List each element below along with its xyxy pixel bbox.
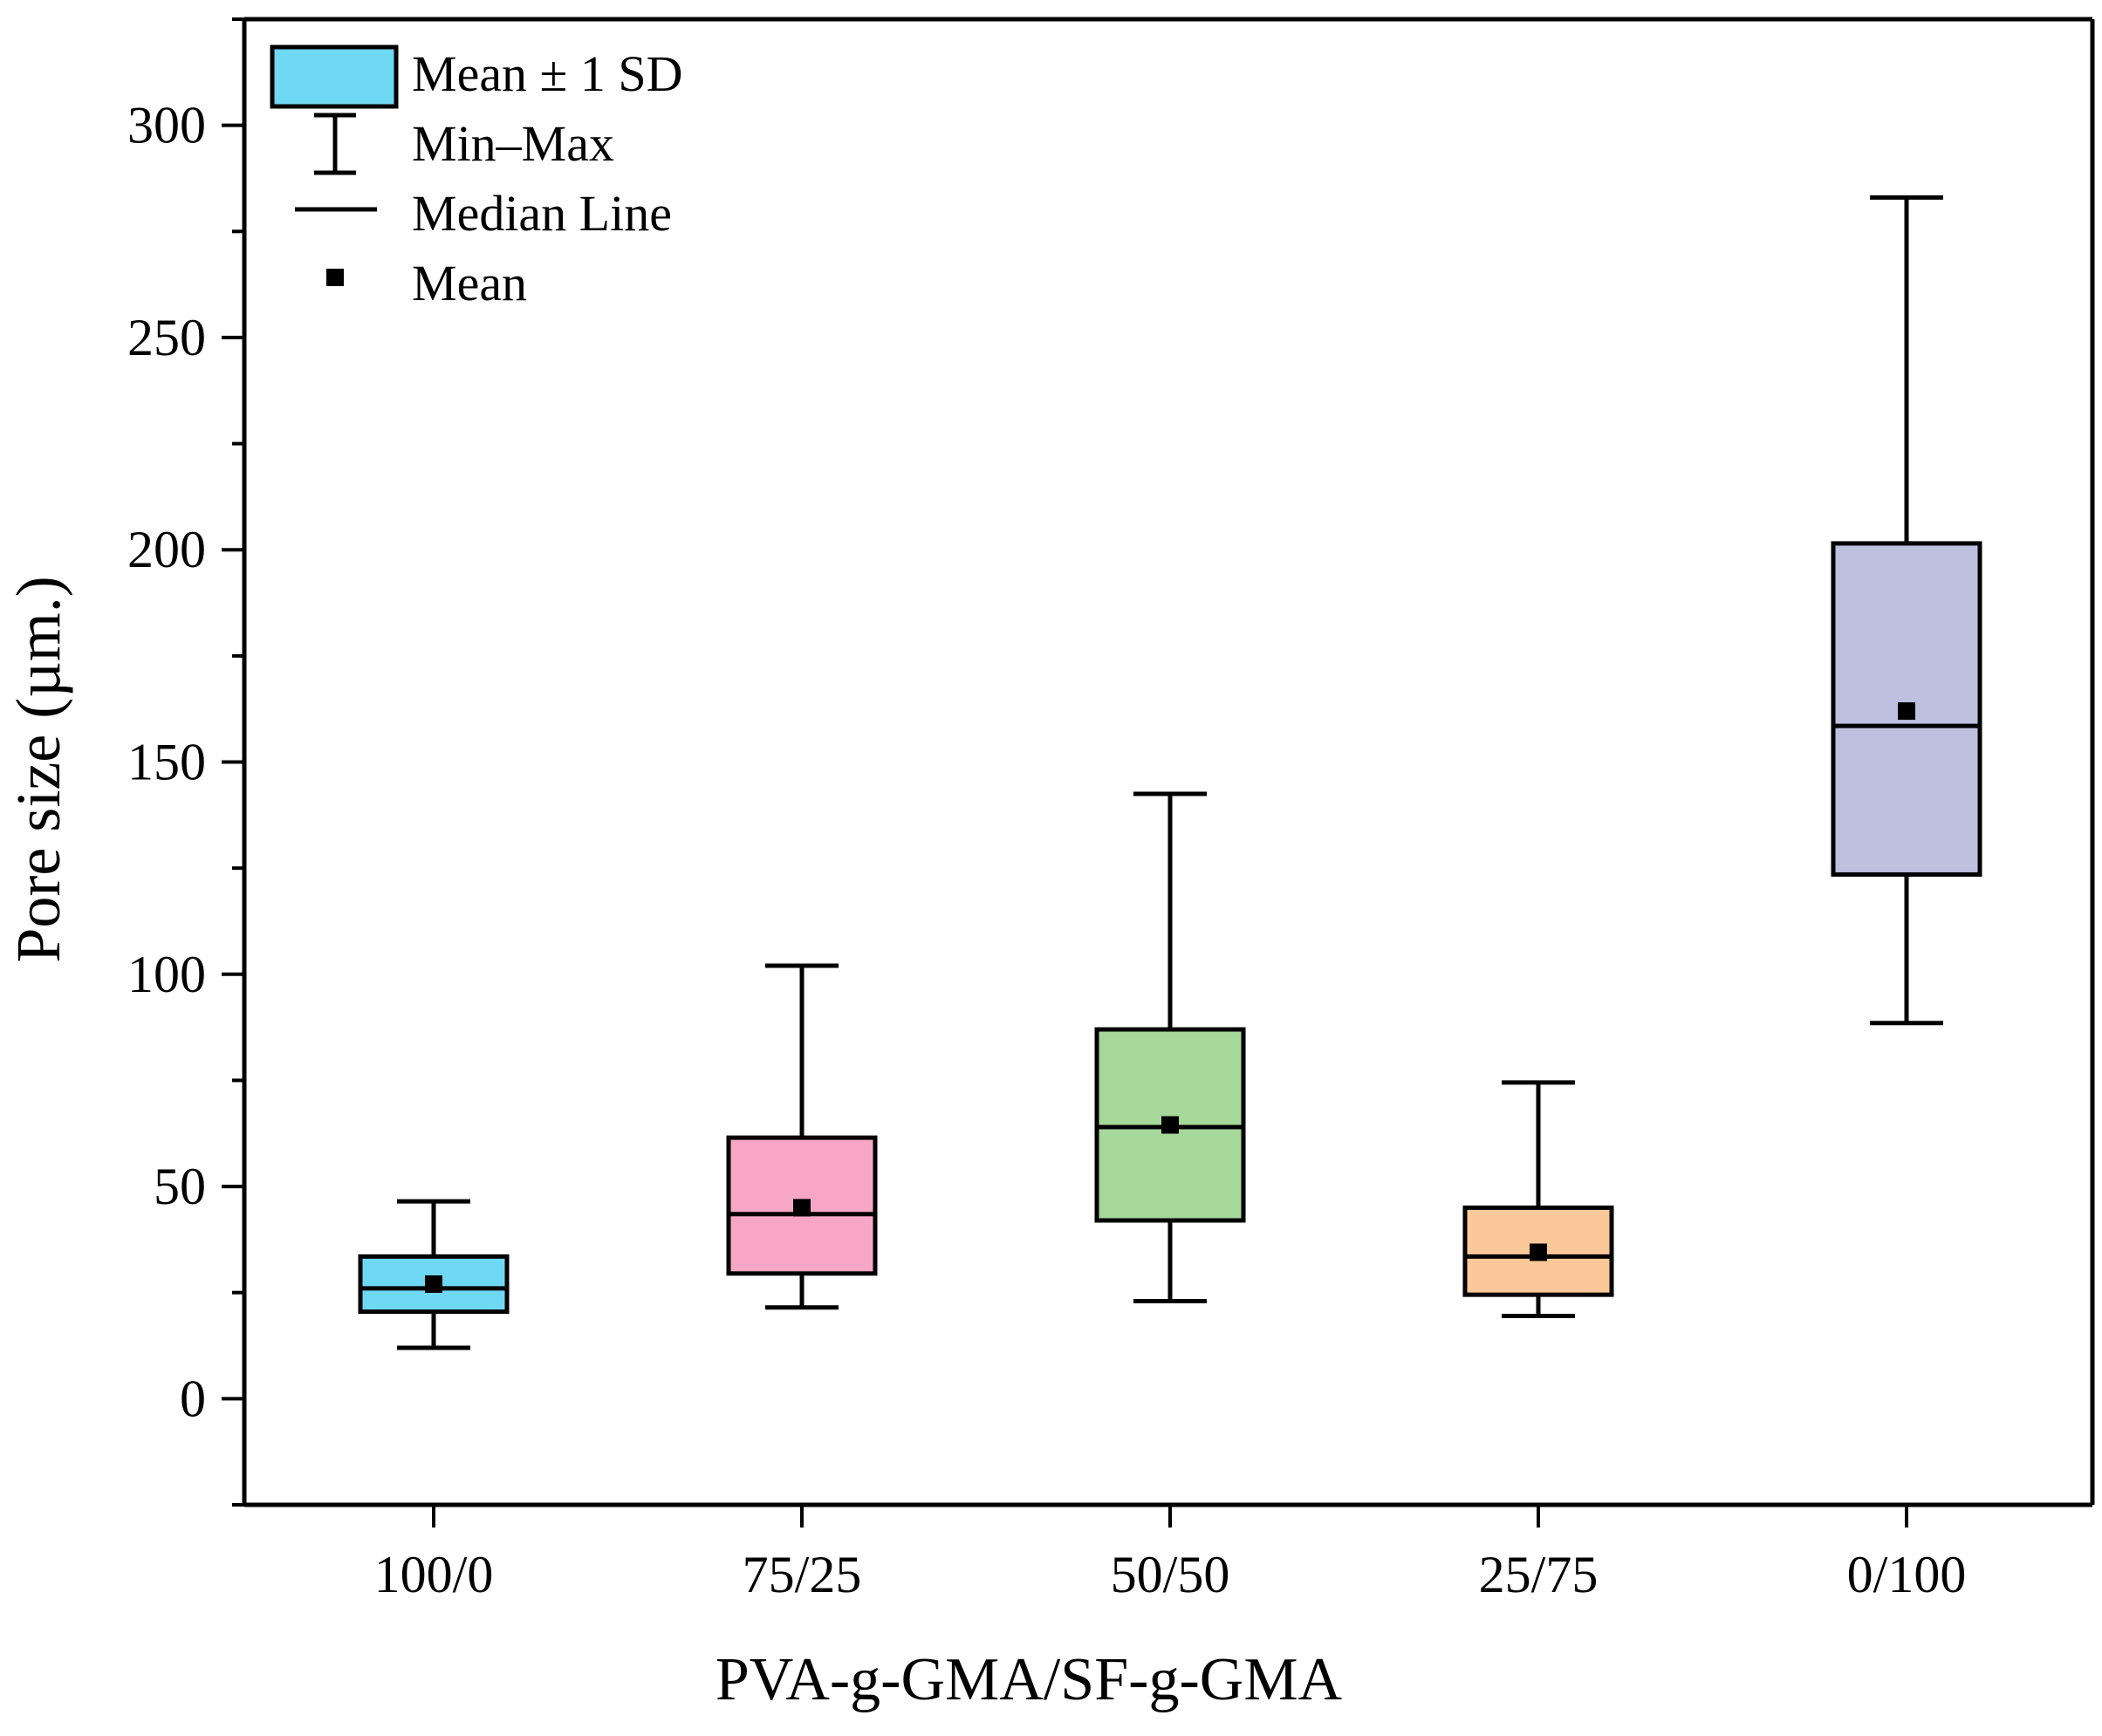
mean-marker	[1898, 702, 1915, 721]
legend-mean-swatch	[326, 269, 344, 286]
box-100-0	[358, 1199, 510, 1350]
y-tick-label: 0	[180, 1370, 206, 1427]
box-25-75	[1462, 1080, 1614, 1318]
legend-label: Mean	[412, 255, 527, 311]
legend-label: Mean ± 1 SD	[412, 45, 683, 102]
mean-marker	[1161, 1116, 1179, 1134]
x-tick-label: 0/100	[1847, 1546, 1967, 1603]
legend-item-line: Median Line	[295, 185, 672, 242]
legend-item-whisker: Min–Max	[314, 113, 614, 175]
legend-label: Min–Max	[412, 115, 614, 172]
mean-marker	[793, 1199, 811, 1217]
x-tick-label: 100/0	[374, 1546, 494, 1603]
y-tick-label: 100	[127, 946, 206, 1003]
box-50-50	[1094, 791, 1246, 1303]
mean-marker	[425, 1275, 442, 1293]
y-tick-label: 150	[127, 734, 206, 791]
x-axis-label: PVA-g-GMA/SF-g-GMA	[716, 1646, 1343, 1713]
box-75-25	[726, 963, 878, 1310]
y-tick-label: 300	[127, 97, 206, 154]
legend-item-square: Mean	[326, 255, 527, 311]
x-tick-label: 50/50	[1111, 1546, 1230, 1603]
y-tick-label: 200	[127, 521, 206, 578]
y-tick-label: 250	[127, 309, 206, 366]
y-axis-label: Pore size (µm.)	[3, 576, 73, 962]
legend-item-box: Mean ± 1 SD	[270, 44, 683, 109]
legend-box-swatch	[270, 44, 399, 109]
x-tick-label: 75/25	[743, 1546, 862, 1603]
y-tick-label: 50	[154, 1158, 206, 1215]
mean-marker	[1530, 1243, 1547, 1261]
box-0-100	[1831, 195, 1982, 1026]
legend-label: Median Line	[412, 185, 672, 242]
x-tick-label: 25/75	[1479, 1546, 1599, 1603]
